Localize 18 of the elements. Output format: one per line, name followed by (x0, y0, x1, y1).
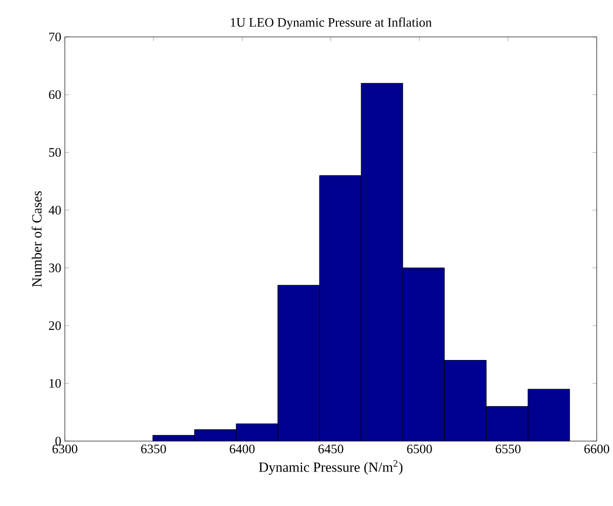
y-tick-label: 70 (49, 32, 61, 42)
y-tick-label: 10 (50, 379, 61, 388)
chart-title: 1U LEO Dynamic Pressure at Inflation (230, 18, 432, 30)
x-tick-label: 6450 (318, 444, 344, 454)
x-axis-title: Dynamic Pressure (N/m$^{2}$) (258, 460, 402, 475)
x-tick-label: 6350 (141, 444, 166, 454)
y-tick-label: 40 (48, 206, 61, 215)
y-axis-title: Number of Cases (32, 191, 42, 287)
x-tick-label: 6550 (496, 444, 521, 454)
y-tick-label: 0 (55, 436, 61, 446)
x-tick-label: 6300 (52, 444, 78, 454)
x-tick-label: 6600 (584, 444, 610, 454)
y-tick-label: 20 (49, 321, 61, 330)
x-tick-label: 6400 (230, 444, 255, 454)
x-tick-label: 6500 (407, 444, 432, 454)
y-tick-label: 30 (49, 264, 61, 272)
y-tick-label: 60 (49, 90, 61, 100)
y-tick-label: 50 (49, 148, 61, 157)
